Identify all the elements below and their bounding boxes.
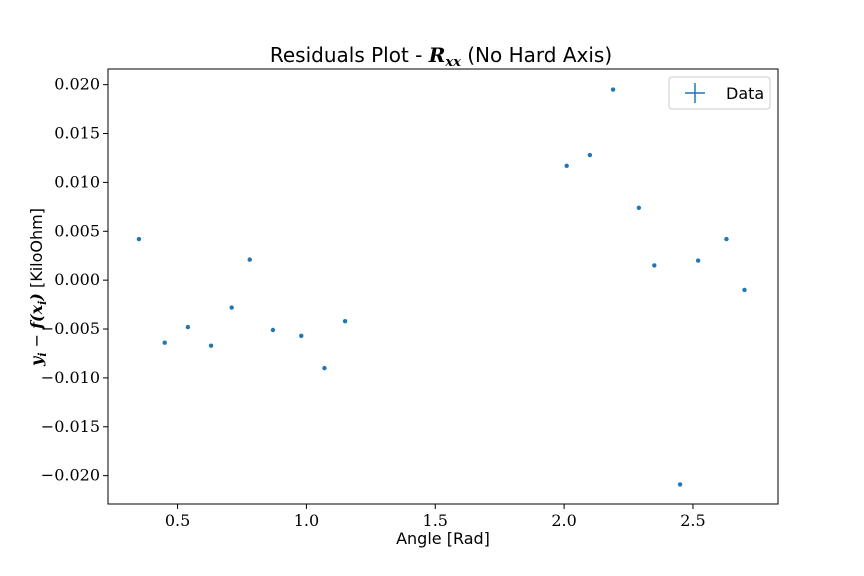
- data-point: [724, 236, 729, 242]
- x-axis-label: Angle [Rad]: [396, 529, 490, 548]
- x-tick-label: 0.5: [165, 511, 190, 530]
- chart-title: Residuals Plot - Rxx (No Hard Axis): [270, 43, 612, 70]
- x-tick-label: 1.5: [423, 511, 448, 530]
- data-point: [652, 263, 657, 268]
- data-point: [342, 319, 348, 324]
- data-point: [247, 257, 252, 262]
- y-axis-ticks: 0.020 0.015 0.010 0.005 0.000 −0.005 −0.010 −0.…: [41, 75, 108, 485]
- y-tick-label: −0.010: [41, 368, 100, 387]
- data-point: [636, 205, 642, 211]
- y-tick-label: 0.010: [54, 172, 100, 191]
- data-point: [587, 152, 593, 158]
- x-tick-label: 2.5: [680, 511, 705, 530]
- data-point: [322, 365, 327, 371]
- x-tick-label: 1.0: [294, 511, 319, 530]
- data-point: [185, 324, 191, 330]
- y-tick-label: 0.000: [54, 270, 100, 289]
- data-point: [610, 87, 616, 92]
- data-point: [695, 258, 701, 263]
- y-tick-label: −0.005: [41, 319, 100, 338]
- data-point: [742, 287, 747, 293]
- x-tick-label: 2.0: [551, 511, 576, 530]
- y-tick-label: 0.015: [54, 124, 100, 143]
- data-point: [229, 305, 234, 310]
- legend: Data: [668, 76, 771, 110]
- legend-marker-icon: [685, 83, 705, 103]
- y-tick-label: 0.020: [54, 75, 100, 94]
- data-point: [136, 236, 142, 242]
- data-point: [208, 343, 214, 348]
- data-point: [270, 327, 276, 333]
- data-point: [564, 163, 569, 168]
- data-point: [677, 482, 683, 487]
- x-axis-ticks: 0.5 1.0 1.5 2.0 2.5: [165, 504, 706, 530]
- data-point: [162, 340, 167, 345]
- y-axis-label: yi − f(xi) [KiloOhm]: [27, 208, 49, 367]
- y-tick-label: 0.005: [54, 221, 100, 240]
- plot-frame: [107, 68, 779, 505]
- data-point: [299, 333, 304, 339]
- legend-label: Data: [726, 84, 764, 103]
- y-tick-label: −0.020: [41, 466, 100, 485]
- y-tick-label: −0.015: [41, 417, 100, 436]
- plot-area: [136, 87, 747, 487]
